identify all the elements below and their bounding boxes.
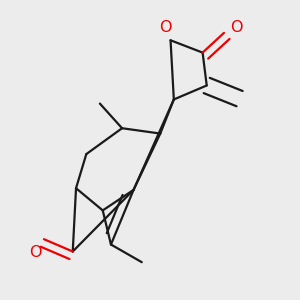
Text: O: O (230, 20, 243, 35)
Text: O: O (29, 245, 41, 260)
Text: O: O (159, 20, 172, 34)
